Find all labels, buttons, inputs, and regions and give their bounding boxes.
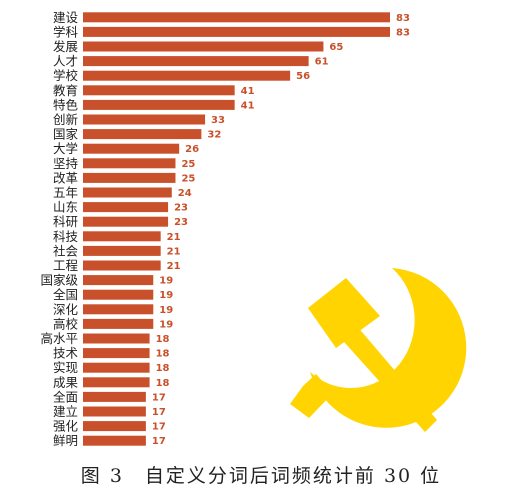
value-label: 19 (159, 276, 173, 287)
bar (83, 318, 154, 329)
category-label: 全国 (53, 287, 78, 302)
value-label: 17 (152, 422, 166, 433)
value-label: 25 (181, 173, 195, 184)
category-label: 国家 (53, 127, 79, 142)
category-label: 技术 (53, 346, 79, 361)
bar (83, 26, 390, 37)
bar (83, 216, 169, 227)
bar (83, 231, 161, 242)
bar (83, 348, 150, 359)
value-label: 21 (167, 261, 181, 272)
value-label: 83 (396, 13, 410, 24)
value-label: 26 (185, 144, 199, 155)
category-label: 五年 (53, 185, 78, 200)
bar (83, 362, 150, 373)
value-label: 17 (152, 407, 166, 418)
category-label: 高校 (53, 316, 79, 331)
value-label: 33 (211, 115, 225, 126)
category-label: 山东 (53, 200, 78, 215)
bar (83, 435, 146, 446)
value-label: 24 (178, 188, 192, 199)
category-label: 实现 (53, 360, 78, 375)
category-label: 成果 (53, 375, 79, 390)
value-label: 32 (207, 130, 221, 141)
value-label: 18 (156, 363, 170, 374)
category-label: 建设 (53, 10, 79, 25)
bar (83, 114, 206, 125)
bar (83, 56, 309, 67)
category-label: 科研 (53, 214, 78, 229)
value-label: 65 (329, 42, 343, 53)
bar-chart: 建设 83 学科 83 发展 65 人才 61 学校 56 教育 41 特色 41 创新 33 国家 32 大学 26… (40, 10, 467, 448)
value-label: 61 (315, 57, 329, 68)
category-label: 特色 (53, 97, 79, 112)
bar (83, 172, 176, 183)
category-label: 深化 (53, 302, 79, 317)
category-label: 鲜明 (53, 433, 78, 448)
bar (83, 304, 154, 315)
bar (83, 187, 172, 198)
category-label: 学科 (53, 24, 79, 39)
bar (83, 391, 146, 402)
value-label: 18 (156, 334, 170, 345)
value-label: 17 (152, 392, 166, 403)
category-label: 建立 (53, 404, 78, 419)
bar (83, 158, 176, 169)
bar (83, 260, 161, 271)
bar (83, 333, 150, 344)
value-label: 41 (241, 86, 255, 97)
value-label: 25 (181, 159, 195, 170)
category-label: 国家级 (40, 273, 78, 288)
value-label: 83 (396, 27, 410, 38)
value-label: 18 (156, 349, 170, 360)
category-label: 科技 (53, 229, 79, 244)
value-label: 21 (167, 232, 181, 243)
bar (83, 289, 154, 300)
value-label: 23 (174, 217, 188, 228)
value-label: 18 (156, 378, 170, 389)
figure-caption: 图 3 自定义分词后词频统计前 30 位 (80, 465, 442, 487)
category-label: 强化 (53, 419, 79, 434)
bar (83, 406, 146, 417)
value-label: 19 (159, 319, 173, 330)
category-label: 全面 (53, 389, 78, 404)
category-label: 学校 (53, 68, 79, 83)
value-label: 56 (296, 71, 310, 82)
bar (83, 129, 202, 140)
bar (83, 143, 180, 154)
category-label: 大学 (53, 141, 78, 156)
bar (83, 245, 161, 256)
category-label: 坚持 (53, 156, 78, 171)
value-label: 23 (174, 203, 188, 214)
category-label: 人才 (53, 54, 78, 69)
bar (83, 275, 154, 286)
value-label: 19 (159, 305, 173, 316)
value-label: 41 (241, 100, 255, 111)
bar (83, 12, 390, 23)
category-label: 社会 (53, 243, 79, 258)
category-label: 工程 (53, 258, 79, 273)
category-label: 改革 (53, 170, 78, 185)
bar (83, 70, 291, 81)
bar (83, 377, 150, 388)
bar (83, 99, 235, 110)
bar (83, 85, 235, 96)
category-label: 创新 (53, 112, 78, 127)
value-label: 19 (159, 290, 173, 301)
category-label: 发展 (53, 39, 78, 54)
category-label: 高水平 (40, 331, 78, 346)
value-label: 21 (167, 246, 181, 257)
hammer-and-sickle-icon (290, 268, 467, 432)
bar (83, 421, 146, 432)
bar (83, 41, 324, 52)
value-label: 17 (152, 436, 166, 447)
bar (83, 202, 169, 213)
category-label: 教育 (53, 83, 78, 98)
